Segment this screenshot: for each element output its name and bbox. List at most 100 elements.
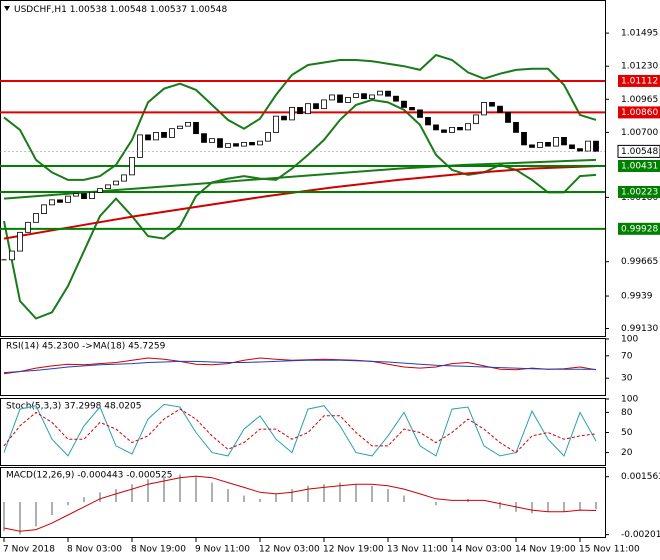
main-panel-frame [0, 0, 606, 337]
x-tick-label: 14 Nov 03:00 [451, 545, 512, 555]
candle [401, 100, 407, 108]
candle [65, 195, 71, 203]
candle [369, 94, 375, 100]
y-tick-label: 1.00965 [621, 95, 658, 105]
candle [233, 143, 239, 147]
candle [121, 174, 127, 182]
level-label-box [618, 74, 660, 87]
candle [425, 117, 431, 126]
x-tick-label: 7 Nov 2018 [3, 545, 55, 555]
candle [161, 132, 167, 138]
candle [265, 132, 271, 142]
level-label-box [618, 222, 660, 235]
candle [449, 127, 455, 133]
ohlc-value: 1.00548 [190, 5, 227, 15]
x-tick-label: 12 Nov 19:00 [323, 545, 384, 555]
indicator-line [3, 403, 597, 457]
symbol-icon [4, 6, 10, 11]
candle [25, 221, 31, 233]
candle [289, 107, 295, 121]
candle [377, 90, 383, 96]
candle [273, 115, 279, 133]
candle [225, 143, 231, 148]
ohlc-value: 1.00548 [110, 5, 147, 15]
candle [569, 144, 575, 150]
candle [193, 122, 199, 135]
candle [105, 184, 111, 190]
candle [57, 199, 63, 203]
candle [241, 141, 247, 147]
candle [545, 141, 551, 147]
macd-panel-frame [0, 467, 606, 538]
level-label-box [618, 106, 660, 119]
candle [481, 102, 487, 116]
last-price-label: 1.00548 [621, 147, 658, 157]
candle [385, 90, 391, 97]
indicator-line [3, 357, 597, 375]
candle [553, 136, 559, 147]
y-tick-label: 1.00700 [621, 128, 658, 138]
candle [145, 134, 151, 141]
level-label: 0.99928 [621, 224, 658, 234]
y-tick-label: 0.99130 [621, 324, 658, 334]
candle [353, 93, 359, 98]
candle [433, 124, 439, 131]
candle [305, 103, 311, 115]
candle [297, 107, 303, 115]
y-tick-label: 100 [621, 395, 638, 405]
candle [465, 123, 471, 131]
candle [521, 132, 527, 146]
candle [361, 93, 367, 100]
candle [321, 99, 327, 110]
y-tick-label: 30 [621, 374, 633, 384]
candle [497, 105, 503, 113]
candle [9, 250, 15, 261]
panel-header: RSI(14) 45.2300 ->MA(18) 45.7259 [6, 342, 166, 352]
candle [257, 140, 263, 146]
candle [489, 102, 495, 107]
candle [153, 132, 159, 141]
y-tick-label: 1.01230 [621, 62, 658, 72]
x-tick-label: 13 Nov 11:00 [387, 545, 448, 555]
y-tick-label: 100 [621, 335, 638, 345]
candle [113, 180, 119, 186]
symbol: USDCHF,H1 [14, 5, 67, 15]
panel-header: Stoch(5,3,3) 37.2998 48.0205 [6, 402, 141, 412]
y-tick-label: 70 [621, 351, 633, 361]
candle [345, 97, 351, 103]
candle [201, 133, 207, 143]
y-tick-label: 0.9939 [621, 292, 653, 302]
y-tick-label: 50 [621, 428, 633, 438]
candle [137, 134, 143, 158]
rsi-panel-frame [0, 338, 606, 396]
y-tick-label: -0.002012 [621, 530, 660, 540]
candle [169, 128, 175, 138]
candle [249, 141, 255, 146]
candle [17, 231, 23, 252]
candle [513, 122, 519, 133]
level-label-box [618, 160, 660, 173]
candle [537, 141, 543, 148]
level-label: 1.00223 [621, 187, 658, 197]
x-tick-label: 9 Nov 11:00 [195, 545, 250, 555]
candle [217, 138, 223, 148]
x-tick-label: 12 Nov 03:00 [259, 545, 320, 555]
x-tick-label: 14 Nov 19:00 [515, 545, 576, 555]
candle [41, 204, 47, 214]
x-tick-label: 8 Nov 19:00 [131, 545, 186, 555]
candle [281, 115, 287, 121]
candle [577, 148, 583, 152]
level-label-box [618, 185, 660, 198]
indicator-line [3, 408, 597, 454]
overlay-line [3, 53, 597, 181]
candle [177, 125, 183, 130]
y-tick-label: 1.01495 [621, 29, 658, 39]
x-tick-label: 15 Nov 11:00 [579, 545, 640, 555]
candle [393, 95, 399, 102]
x-tick-label: 8 Nov 03:00 [67, 545, 122, 555]
candle [185, 122, 191, 127]
ohlc-value: 1.00537 [150, 5, 187, 15]
